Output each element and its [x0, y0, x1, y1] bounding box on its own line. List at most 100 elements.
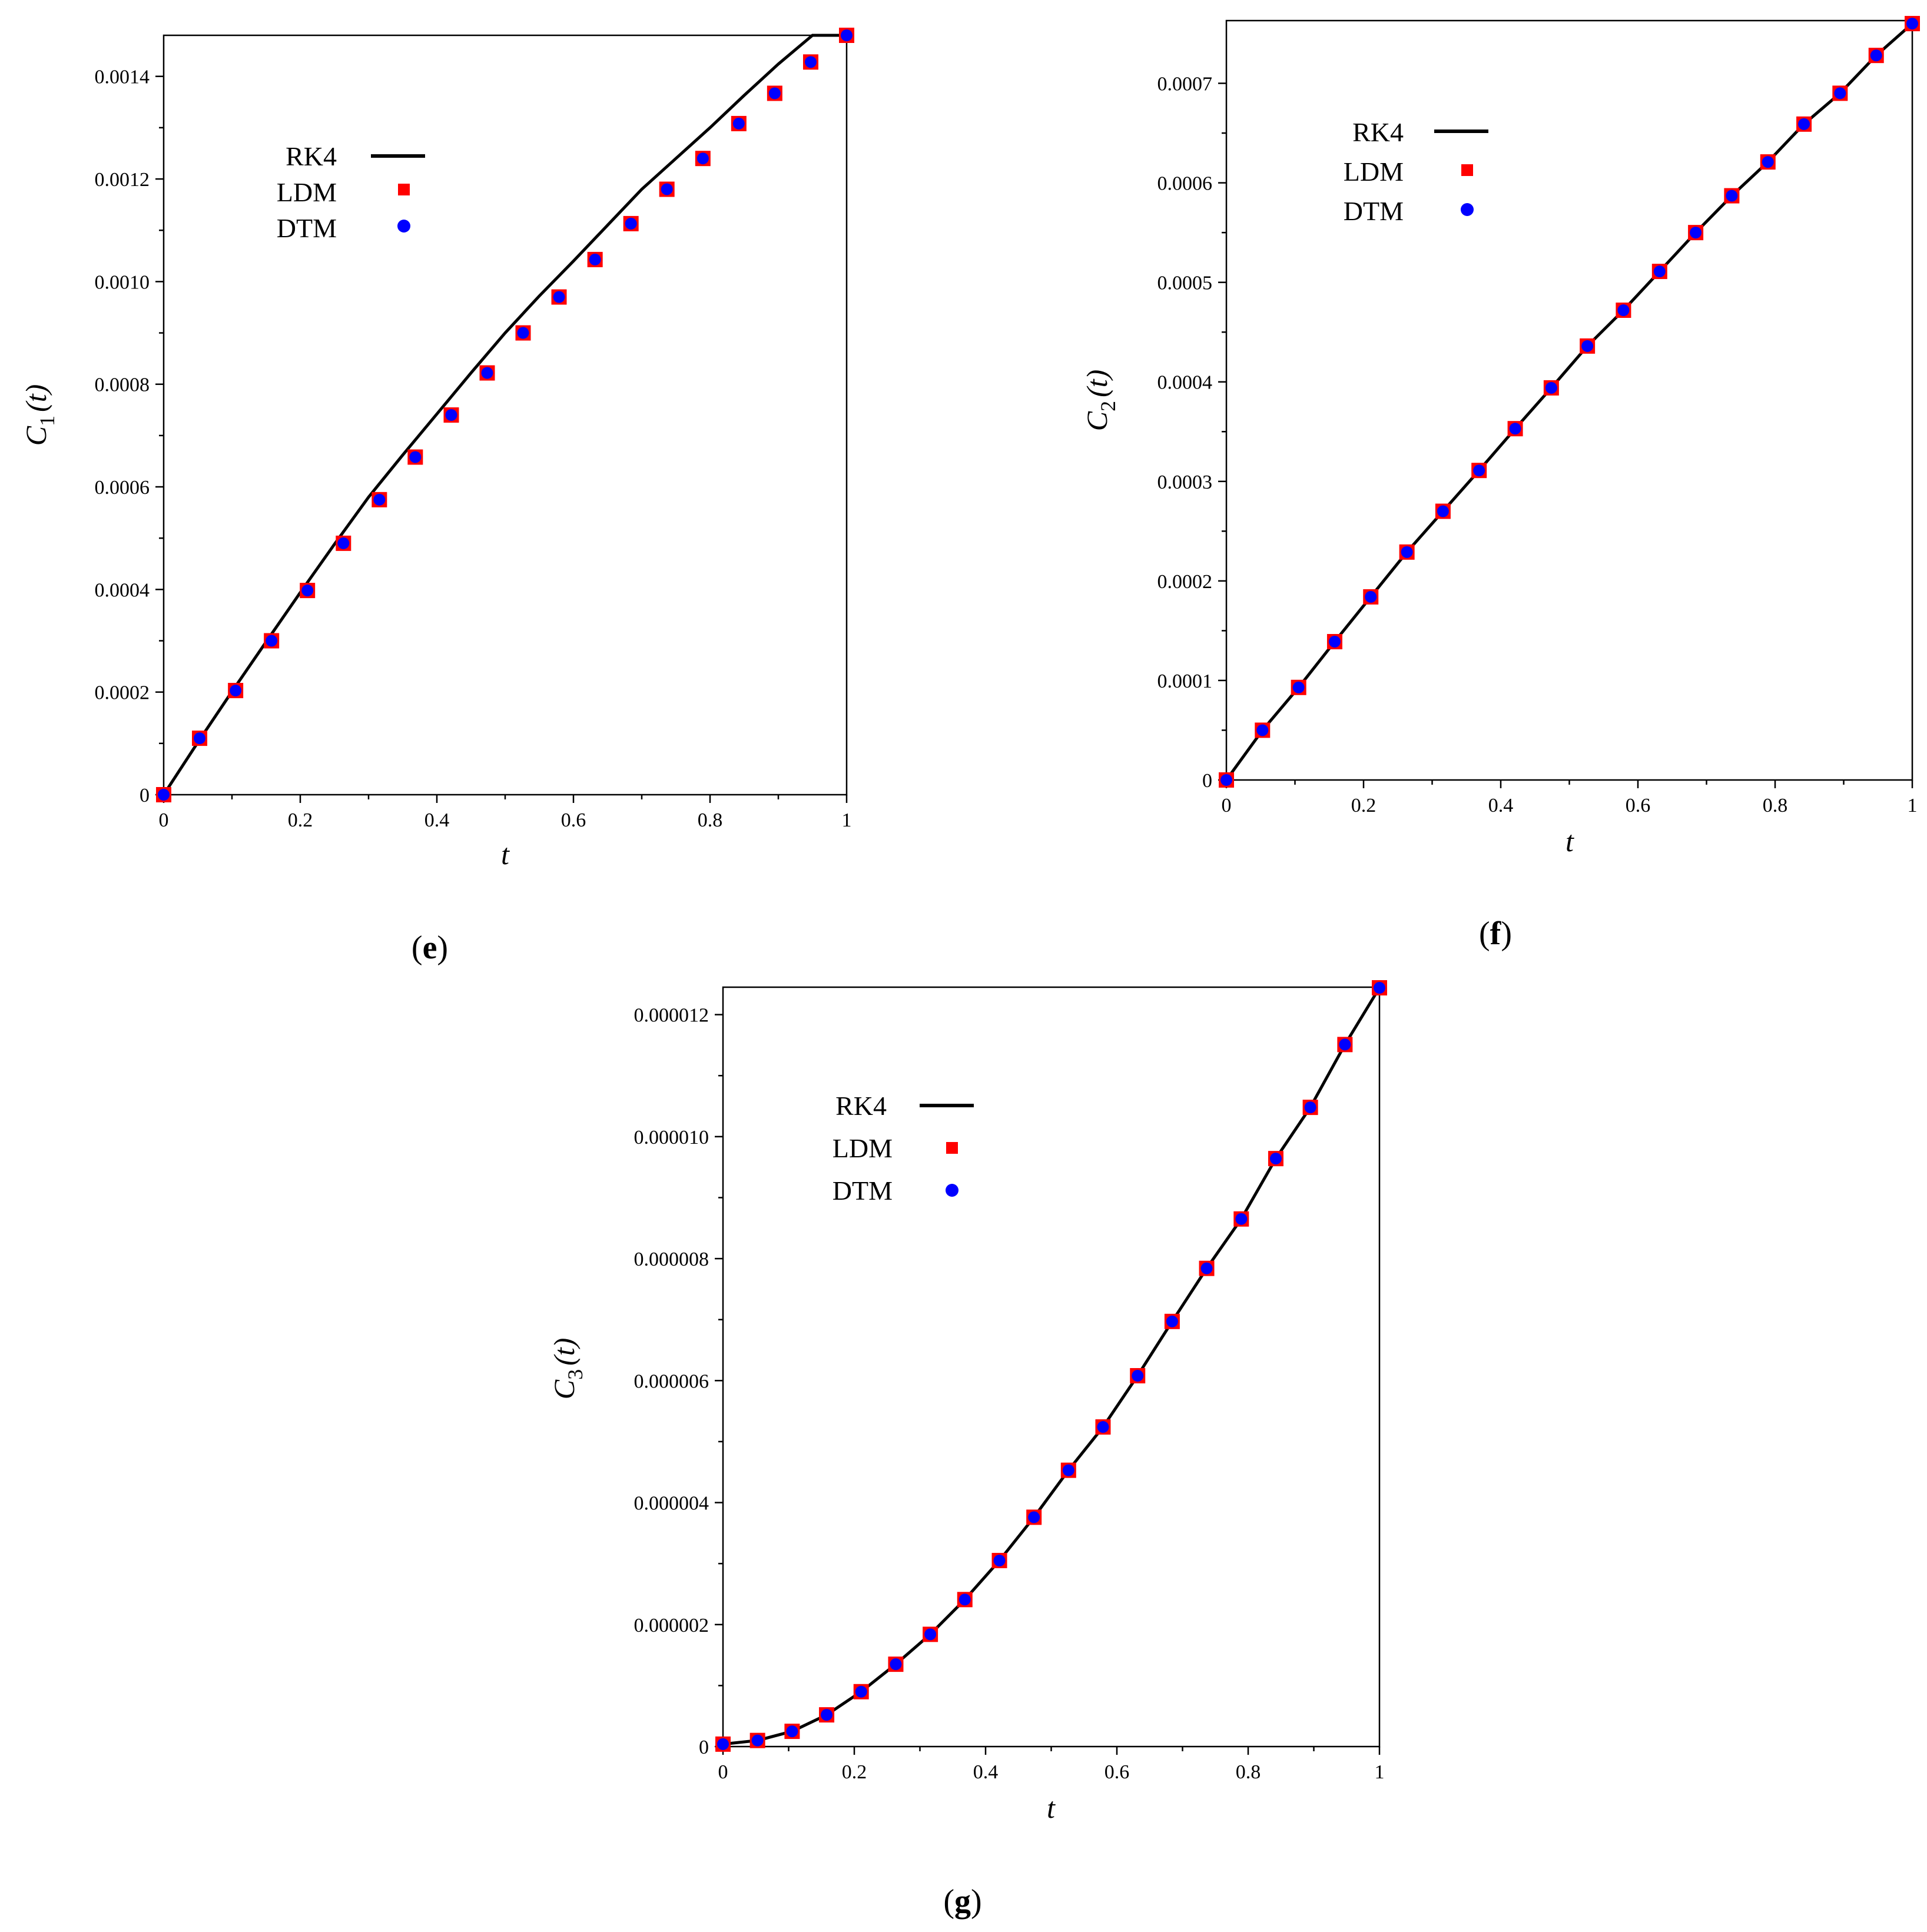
- x-tick-label: 0.6: [561, 809, 586, 831]
- plot-frame: [722, 986, 1381, 1748]
- x-tick-label: 0.8: [1763, 795, 1788, 816]
- y-axis-label: C1(t): [19, 384, 59, 446]
- series-rk4-line: [162, 34, 847, 796]
- panel-label-f: (f): [1479, 915, 1512, 952]
- panel-label-e: (e): [412, 930, 448, 966]
- y-tick-label: 0.0001: [1157, 670, 1213, 692]
- x-tick-label: 0: [1222, 795, 1232, 816]
- x-tick-label: 1: [842, 809, 852, 831]
- y-tick-label: 0.000010: [634, 1127, 709, 1148]
- y-tick-label: 0.0014: [95, 67, 150, 88]
- legend: RK4 LDM DTM: [277, 141, 425, 243]
- dtm-point: [1834, 87, 1846, 99]
- dtm-point: [517, 327, 529, 339]
- x-tick-label: 0.6: [1105, 1761, 1130, 1783]
- x-ticks: 0 0.2 0.4 0.6 0.8 1: [718, 1747, 1385, 1783]
- x-tick-label: 0.4: [1488, 795, 1514, 816]
- dtm-point: [768, 87, 781, 99]
- dtm-point: [1220, 774, 1232, 786]
- x-ticks: 0 0.2 0.4 0.6 0.8 1: [159, 795, 852, 831]
- dtm-point: [1690, 227, 1702, 239]
- x-axis-label: t: [1047, 1791, 1056, 1824]
- y-ticks: 0 0.0001 0.0002 0.0003 0.0004 0.0005 0.0006 0.0…: [1157, 74, 1226, 792]
- dtm-point: [717, 1738, 729, 1750]
- y-tick-label: 0.0012: [95, 169, 150, 191]
- y-tick-label: 0.0007: [1157, 74, 1213, 95]
- dtm-point: [1401, 546, 1413, 558]
- y-tick-label: 0.0003: [1157, 472, 1213, 493]
- legend-swatch-ldm: [398, 184, 410, 195]
- legend-label-dtm: DTM: [1344, 196, 1404, 226]
- dtm-point: [1339, 1038, 1351, 1051]
- legend-label-dtm: DTM: [833, 1176, 893, 1206]
- x-axis-label: t: [1566, 825, 1574, 858]
- panel-label-g: (g): [943, 1883, 981, 1920]
- dtm-point: [230, 685, 242, 697]
- dtm-point: [993, 1554, 1006, 1566]
- dtm-point: [1062, 1464, 1074, 1476]
- x-tick-label: 0: [718, 1761, 728, 1783]
- dtm-point: [751, 1734, 764, 1747]
- y-tick-label: 0.0006: [95, 477, 150, 499]
- dtm-point: [1509, 423, 1521, 435]
- dtm-point: [158, 789, 170, 801]
- dtm-point: [1365, 590, 1377, 603]
- dtm-point: [786, 1725, 798, 1738]
- dtm-point: [194, 732, 206, 745]
- data-layer: [1219, 16, 1920, 788]
- y-tick-label: 0.0002: [1157, 571, 1213, 593]
- dtm-point: [804, 56, 817, 68]
- y-tick-label: 0: [699, 1737, 709, 1758]
- x-tick-label: 0.2: [842, 1761, 867, 1783]
- x-tick-label: 0.8: [698, 809, 723, 831]
- x-tick-label: 0.2: [288, 809, 313, 831]
- dtm-point: [337, 537, 350, 549]
- y-tick-label: 0.0005: [1157, 273, 1213, 294]
- dtm-point: [1328, 635, 1341, 648]
- legend-swatch-dtm: [1461, 203, 1474, 216]
- legend-label-ldm: LDM: [277, 177, 337, 207]
- y-tick-label: 0.0006: [1157, 173, 1213, 195]
- dtm-point: [924, 1628, 937, 1641]
- dtm-point: [553, 291, 565, 303]
- legend-label-ldm: LDM: [1344, 157, 1404, 187]
- dtm-point: [1545, 381, 1557, 394]
- panel-f: 0 0.2 0.4 0.6 0.8 1 0 0.0001 0.0002 0.0003 0.0004…: [1080, 16, 1920, 952]
- y-tick-label: 0.000008: [634, 1249, 709, 1270]
- legend-swatch-dtm: [946, 1184, 958, 1197]
- y-tick-label: 0.0004: [1157, 372, 1213, 394]
- y-tick-label: 0.000002: [634, 1615, 709, 1636]
- legend-label-ldm: LDM: [833, 1133, 893, 1163]
- y-tick-label: 0.0008: [95, 374, 150, 396]
- legend-swatch-ldm: [946, 1142, 958, 1154]
- dtm-point: [1798, 118, 1810, 130]
- dtm-point: [1269, 1153, 1282, 1165]
- dtm-point: [1304, 1101, 1316, 1114]
- series-rk4-line: [1225, 22, 1913, 781]
- dtm-point: [1097, 1421, 1109, 1433]
- dtm-point: [855, 1685, 867, 1698]
- x-tick-label: 0.4: [424, 809, 450, 831]
- y-tick-label: 0.000004: [634, 1493, 709, 1515]
- dtm-point: [1726, 190, 1738, 202]
- dtm-point: [1256, 724, 1269, 736]
- x-ticks: 0 0.2 0.4 0.6 0.8 1: [1222, 780, 1918, 816]
- y-axis-label: C2(t): [1080, 370, 1120, 431]
- dtm-point: [301, 585, 314, 597]
- dtm-point: [1906, 18, 1918, 30]
- series-rk4-line: [722, 987, 1381, 1746]
- dtm-point: [1437, 505, 1449, 517]
- legend-label-dtm: DTM: [277, 213, 337, 243]
- y-tick-label: 0.000006: [634, 1370, 709, 1392]
- legend: RK4 LDM DTM: [1344, 117, 1488, 226]
- dtm-point: [696, 152, 709, 165]
- plot-frame: [1225, 19, 1913, 781]
- x-tick-label: 0: [159, 809, 169, 831]
- dtm-point: [625, 217, 637, 230]
- panel-g: 0 0.2 0.4 0.6 0.8 1 0 0.000002 0.000004 0.000006…: [548, 980, 1387, 1920]
- dtm-point: [445, 409, 457, 421]
- x-tick-label: 0.4: [973, 1761, 999, 1783]
- dtm-point: [373, 493, 386, 506]
- legend-label-rk4: RK4: [286, 141, 337, 171]
